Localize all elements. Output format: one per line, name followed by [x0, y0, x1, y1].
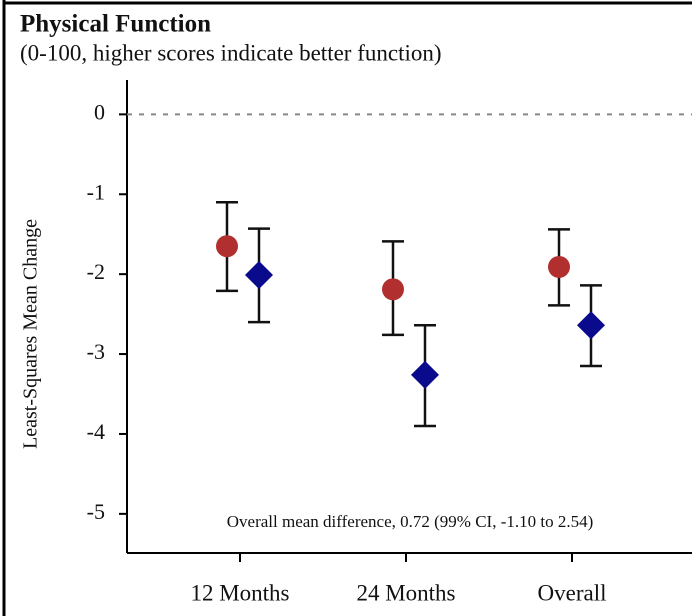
- point: [245, 260, 273, 289]
- x-tick-label: 24 Months: [356, 580, 455, 605]
- point: [216, 235, 238, 258]
- chart-title: Physical Function: [20, 11, 211, 38]
- y-tick-label: -5: [87, 499, 105, 524]
- point: [411, 360, 439, 389]
- x-tick-label: Overall: [538, 580, 607, 605]
- point: [382, 278, 404, 301]
- point: [548, 255, 570, 278]
- y-tick-label: 0: [94, 99, 105, 124]
- chart-subtitle: (0-100, higher scores indicate better fu…: [20, 40, 442, 65]
- y-tick-label: -1: [87, 179, 105, 204]
- y-tick-label: -3: [87, 339, 105, 364]
- y-tick-label: -4: [87, 419, 105, 444]
- y-tick-label: -2: [87, 259, 105, 284]
- y-axis-label: Least-Squares Mean Change: [20, 219, 42, 449]
- point: [577, 311, 605, 340]
- x-tick-label: 12 Months: [190, 580, 289, 605]
- annotation: Overall mean difference, 0.72 (99% CI, -…: [227, 512, 594, 531]
